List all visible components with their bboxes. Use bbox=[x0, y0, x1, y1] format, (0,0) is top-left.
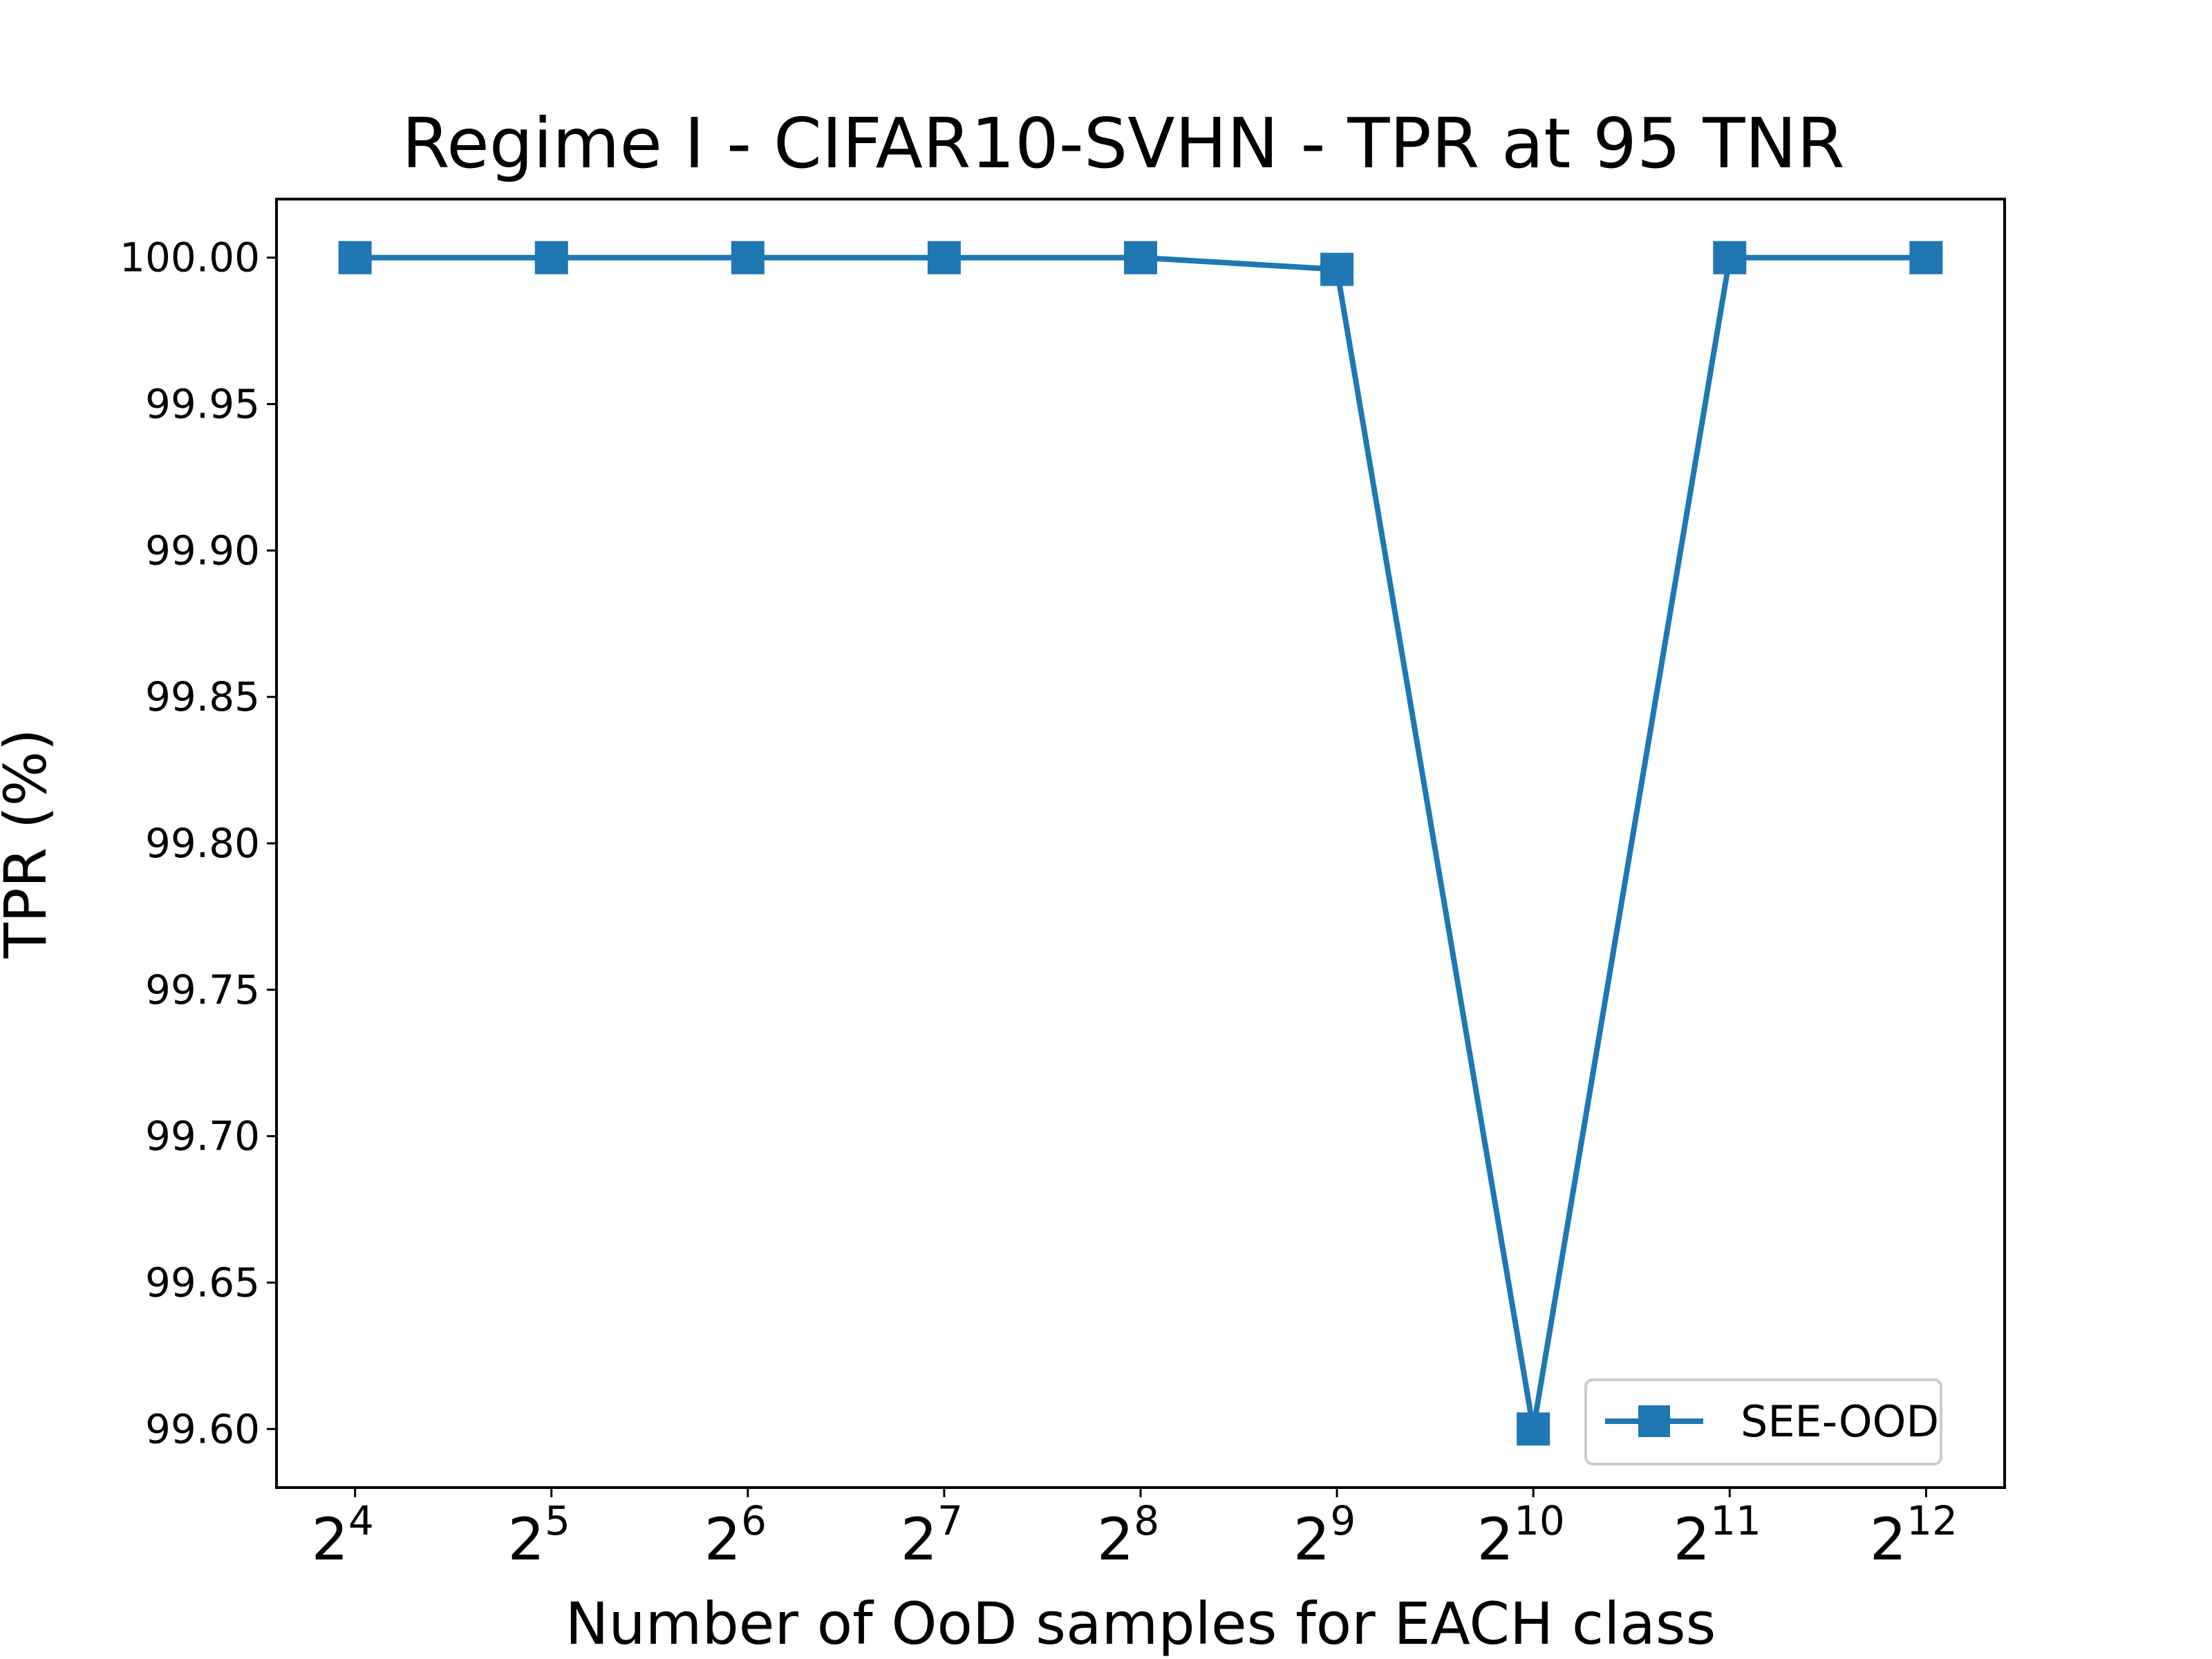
data-point bbox=[731, 241, 765, 274]
data-point bbox=[338, 241, 372, 274]
y-axis-label: TPR (%) bbox=[0, 729, 59, 959]
y-tick-label: 99.80 bbox=[145, 820, 260, 867]
data-point bbox=[1909, 241, 1943, 274]
x-tick-label: 211 bbox=[1674, 1497, 1761, 1573]
data-point bbox=[1517, 1412, 1550, 1446]
x-tick-label: 210 bbox=[1477, 1497, 1565, 1573]
series-see-ood bbox=[338, 241, 1943, 1446]
y-tick-label: 99.70 bbox=[145, 1113, 260, 1160]
legend-box bbox=[1584, 1378, 1942, 1465]
x-tick-label: 28 bbox=[1097, 1497, 1159, 1573]
y-tick-label: 99.90 bbox=[145, 527, 260, 574]
x-axis-label: Number of OoD samples for EACH class bbox=[565, 1590, 1716, 1658]
data-point bbox=[1713, 241, 1747, 274]
data-point bbox=[1320, 252, 1354, 286]
legend-marker bbox=[1638, 1405, 1670, 1437]
plot-area bbox=[275, 198, 2006, 1489]
y-tick-label: 99.65 bbox=[145, 1259, 260, 1306]
legend: SEE-OOD bbox=[1584, 1378, 1942, 1465]
data-point bbox=[927, 241, 961, 274]
data-point bbox=[1124, 241, 1157, 274]
y-tick-label: 99.60 bbox=[145, 1405, 260, 1452]
y-tick-label: 99.75 bbox=[145, 966, 260, 1013]
x-tick-label: 25 bbox=[508, 1497, 570, 1573]
data-point bbox=[534, 241, 568, 274]
x-tick-label: 27 bbox=[901, 1497, 963, 1573]
x-tick-label: 26 bbox=[704, 1497, 767, 1573]
x-tick-label: 29 bbox=[1293, 1497, 1356, 1573]
y-axis: 99.60 99.65 99.70 99.75 99.80 99.85 99.90 99.95… bbox=[120, 234, 276, 1452]
y-tick-label: 99.85 bbox=[145, 673, 260, 720]
x-tick-label: 212 bbox=[1870, 1497, 1958, 1573]
x-tick-label: 24 bbox=[311, 1497, 373, 1573]
x-axis: 24 25 26 27 28 29 210 211 212 bbox=[311, 1488, 1958, 1573]
y-tick-label: 100.00 bbox=[120, 234, 260, 281]
chart-title: Regime I - CIFAR10-SVHN - TPR at 95 TNR bbox=[402, 103, 1844, 184]
y-tick-label: 99.95 bbox=[145, 381, 260, 428]
legend-label: SEE-OOD bbox=[1741, 1396, 1939, 1447]
